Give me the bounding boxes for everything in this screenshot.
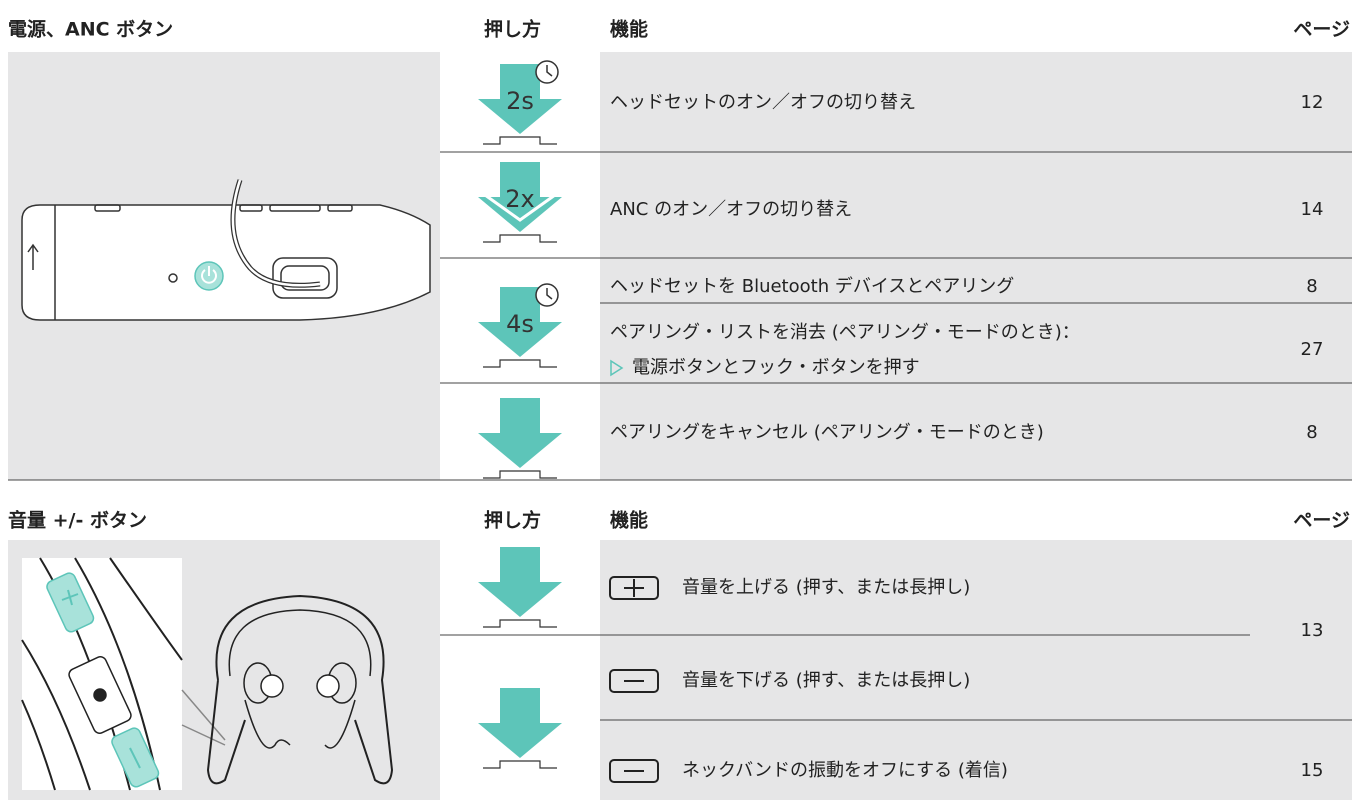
press-icon-part <box>483 359 557 368</box>
page-number: 13 <box>1301 620 1324 641</box>
column-header: ページ <box>1293 510 1350 532</box>
press-icon-part <box>478 723 562 758</box>
step-marker <box>610 359 624 377</box>
press-icon-part <box>478 322 562 357</box>
column-header: 機能 <box>610 509 648 532</box>
function-text: ペアリング・リストを消去 (ペアリング・モードのとき)： <box>610 322 1080 343</box>
function-text: ネックバンドの振動をオフにする (着信) <box>682 760 1008 781</box>
press-icon-part <box>478 582 562 617</box>
press-icon-part <box>500 547 540 583</box>
press-icon-part <box>546 288 553 300</box>
column-header: 機能 <box>610 18 648 41</box>
function-cells <box>600 540 1352 800</box>
function-text: ANC のオン／オフの切り替え <box>610 199 852 220</box>
neckband-illustration <box>21 557 394 791</box>
page-number: 15 <box>1301 760 1324 781</box>
press-icon-part <box>483 470 557 479</box>
step-text: 電源ボタンとフック・ボタンを押す <box>632 357 920 378</box>
press-icon-part <box>477 188 563 222</box>
page-number: 12 <box>1301 92 1324 113</box>
page-number: 14 <box>1301 199 1324 220</box>
button-icon <box>609 576 659 783</box>
page-number: 8 <box>1306 422 1317 443</box>
press-icon-part <box>483 136 557 145</box>
page-number: 27 <box>1301 339 1324 360</box>
column-header: 押し方 <box>484 509 541 532</box>
press-icons <box>477 60 563 769</box>
press-label: 2x <box>505 185 534 213</box>
press-icon-part <box>546 65 553 77</box>
function-text: ヘッドセットを Bluetooth デバイスとペアリング <box>610 276 1014 297</box>
press-label: 4s <box>506 310 534 338</box>
press-icon-part <box>483 234 557 243</box>
function-cells <box>600 52 1352 480</box>
function-text: 音量を下げる (押す、または長押し) <box>682 670 970 691</box>
press-icon-part <box>483 619 557 628</box>
section-title: 音量 +/- ボタン <box>8 509 147 532</box>
press-icon-part <box>478 99 562 134</box>
press-icon-part <box>478 433 562 468</box>
press-icon-part <box>483 760 557 769</box>
column-header: 押し方 <box>484 18 541 41</box>
press-icon-part <box>500 64 540 100</box>
headset-illustration <box>21 179 431 321</box>
press-label: 2s <box>506 87 534 115</box>
function-text: 音量を上げる (押す、または長押し) <box>682 577 970 598</box>
press-icon-part <box>500 287 540 323</box>
function-text: ヘッドセットのオン／オフの切り替え <box>610 92 916 113</box>
press-icon-part <box>500 162 540 198</box>
function-text: ペアリングをキャンセル (ペアリング・モードのとき) <box>610 422 1044 443</box>
press-icon-part <box>500 688 540 724</box>
press-icon-part <box>500 398 540 434</box>
page-number: 8 <box>1306 276 1317 297</box>
section-title: 電源、ANC ボタン <box>8 18 173 41</box>
column-header: ページ <box>1293 19 1350 41</box>
